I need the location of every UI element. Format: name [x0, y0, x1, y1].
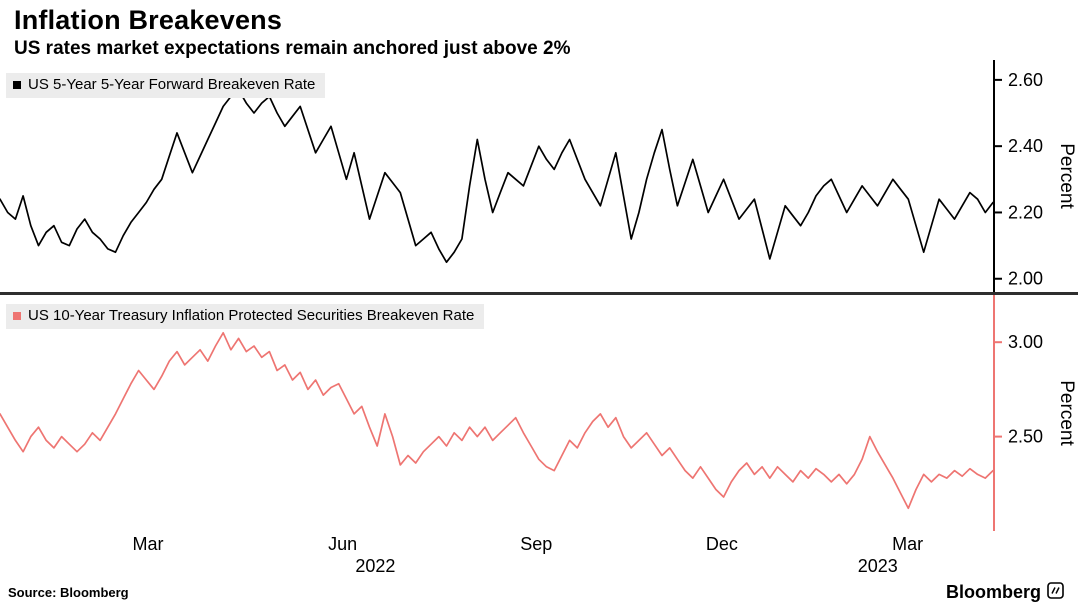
legend-bottom: US 10-Year Treasury Inflation Protected …	[6, 304, 485, 330]
svg-text:3.00: 3.00	[1008, 332, 1043, 352]
legend-swatch-black-icon	[13, 81, 21, 90]
legend-top-label: US 5-Year 5-Year Forward Breakeven Rate	[28, 76, 316, 94]
chart-area: 2.00 2.20 2.40 2.60 Percent US 5-Year 5-Year…	[0, 60, 1078, 579]
x-tick-label: Dec	[705, 534, 738, 555]
x-tick-label: Mar	[892, 534, 924, 555]
x-year-label: 2022	[355, 556, 396, 577]
footer: Source: Bloomberg Bloomberg	[0, 579, 1078, 604]
x-year-label: 2023	[857, 556, 898, 577]
legend-swatch-red-icon	[13, 312, 21, 321]
bloomberg-wordmark: Bloomberg	[945, 582, 1041, 603]
panel-bottom: 2.50 3.00 Percent US 10-Year Treasury Infl…	[0, 295, 1078, 532]
x-axis: Mar Jun Sep Dec Mar 2022 2023	[0, 531, 1078, 579]
chart-title: Inflation Breakevens	[14, 5, 283, 35]
panel-top-plot: 2.00 2.20 2.40 2.60 Percent	[0, 60, 1077, 293]
panel-divider	[0, 292, 1078, 296]
svg-text:2.50: 2.50	[1008, 427, 1043, 447]
x-tick-label: Jun	[328, 534, 358, 555]
legend-top: US 5-Year 5-Year Forward Breakeven Rate	[6, 73, 326, 99]
svg-text:2.60: 2.60	[1008, 70, 1043, 90]
panel-top: 2.00 2.20 2.40 2.60 Percent US 5-Year 5-Year…	[0, 60, 1078, 293]
bloomberg-logo-icon	[1047, 581, 1064, 604]
svg-text:2.20: 2.20	[1008, 203, 1043, 223]
source-attribution: Source: Bloomberg	[8, 585, 129, 601]
x-tick-label: Mar	[132, 534, 164, 555]
legend-bottom-label: US 10-Year Treasury Inflation Protected …	[28, 307, 475, 325]
svg-text:2.40: 2.40	[1008, 136, 1043, 156]
svg-text:Percent: Percent	[1056, 143, 1077, 209]
panel-bottom-plot: 2.50 3.00 Percent	[0, 295, 1077, 532]
chart-header: Inflation Breakevens US rates market exp…	[0, 0, 1078, 60]
svg-text:Percent: Percent	[1056, 380, 1077, 446]
bloomberg-brand: Bloomberg	[945, 581, 1064, 604]
svg-text:2.00: 2.00	[1008, 269, 1043, 289]
x-tick-label: Sep	[520, 534, 553, 555]
chart-subtitle: US rates market expectations remain anch…	[14, 38, 571, 60]
